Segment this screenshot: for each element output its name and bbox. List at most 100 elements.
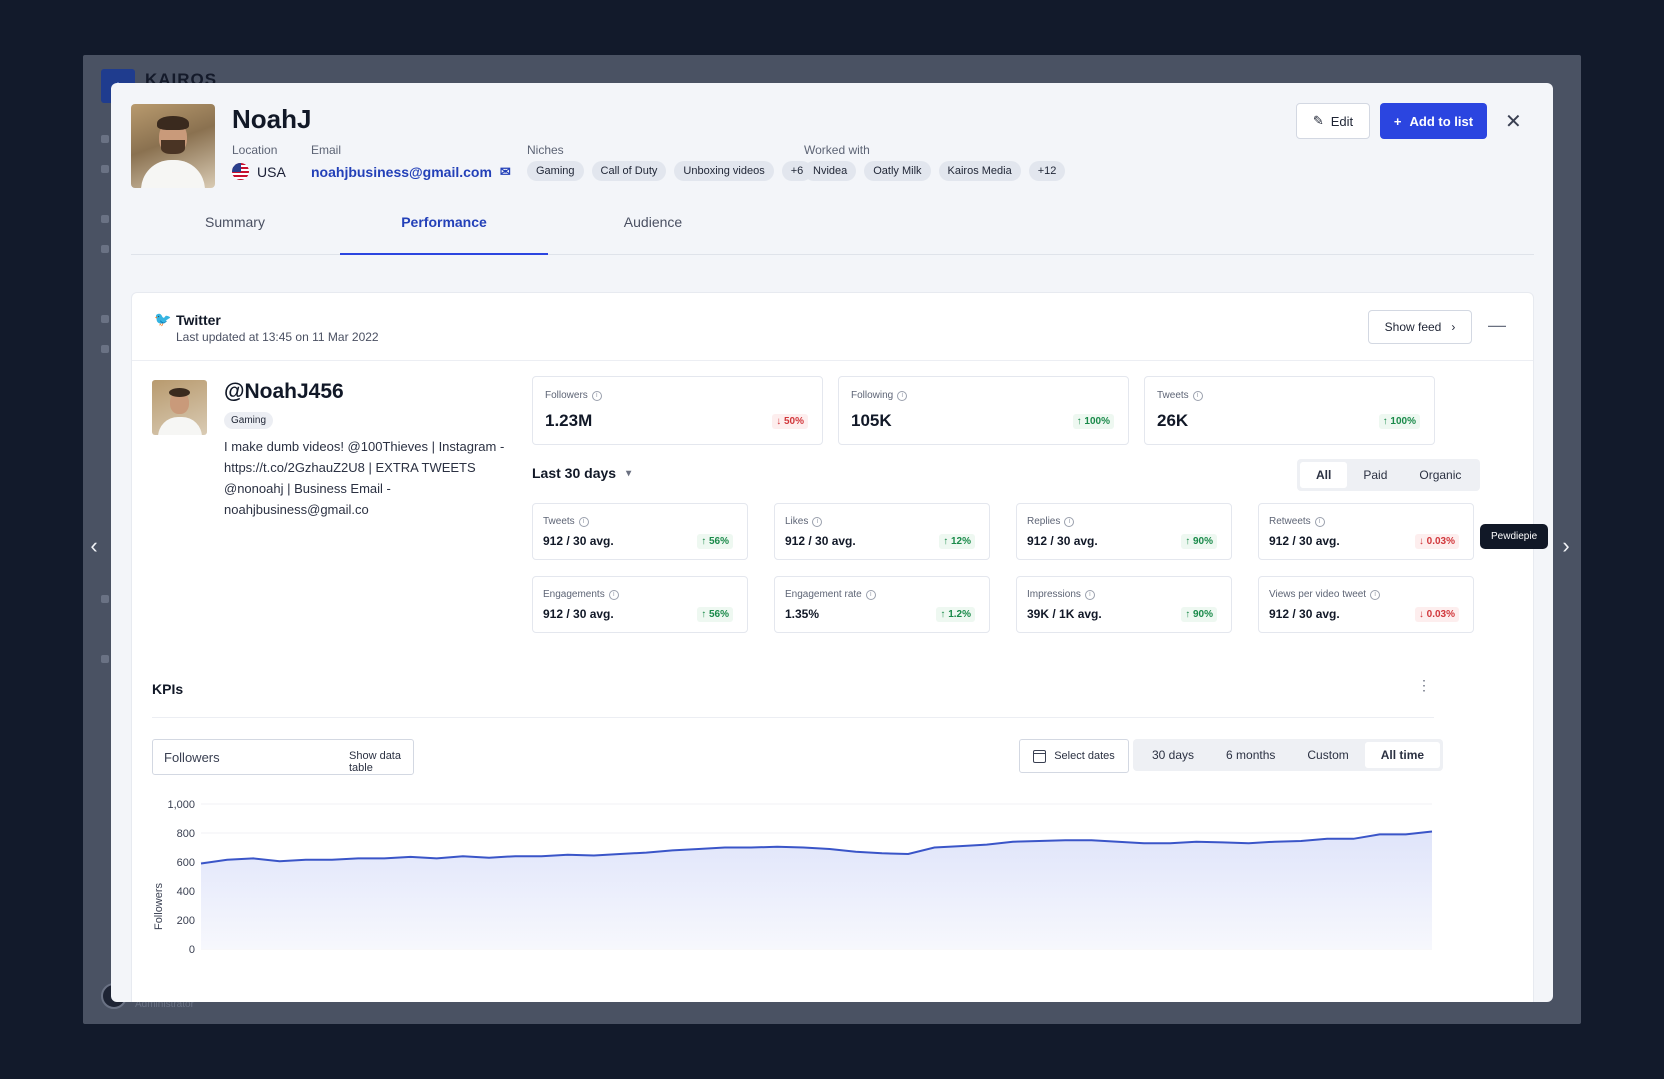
worked-with-label: Worked with <box>804 143 870 157</box>
filter-organic[interactable]: Organic <box>1419 468 1462 482</box>
stat-value: 105K <box>851 411 892 430</box>
range-selector: 30 days 6 months Custom All time <box>1133 739 1444 771</box>
info-icon[interactable]: i <box>1084 589 1095 600</box>
metric-label: Replies <box>1027 516 1061 527</box>
more-vertical-icon[interactable]: ⋮ <box>1417 677 1431 693</box>
metric-value: 912 / 30 avg. <box>1027 534 1098 548</box>
y-tick-label: 800 <box>177 828 195 840</box>
tweets-stat: Tweets i 26K ↑ 100% <box>1144 376 1435 445</box>
stat-value: 1.23M <box>545 411 593 430</box>
plus-icon: + <box>1393 113 1402 129</box>
email-link[interactable]: noahjbusiness@gmail.com ✉ <box>311 164 511 180</box>
collapse-icon[interactable]: — <box>1488 315 1506 335</box>
filter-paid[interactable]: Paid <box>1363 468 1388 482</box>
change-badge: ↑ 100% <box>1378 414 1420 429</box>
tab-summary[interactable]: Summary <box>205 214 265 230</box>
profile-name: NoahJ <box>232 104 312 134</box>
metric-label: Impressions <box>1027 589 1081 600</box>
us-flag-icon <box>232 163 249 180</box>
show-feed-button[interactable]: Show feed › <box>1368 310 1472 344</box>
tab-audience[interactable]: Audience <box>623 214 683 230</box>
change-badge: ↑ 56% <box>697 534 733 549</box>
info-icon[interactable]: i <box>1370 589 1381 600</box>
add-to-list-button[interactable]: + Add to list <box>1380 103 1487 139</box>
change-badge: ↑ 90% <box>1181 607 1217 622</box>
range-custom[interactable]: Custom <box>1307 748 1349 762</box>
location-value: USA <box>257 163 286 180</box>
period-dropdown[interactable]: Last 30 days ▾ <box>532 465 631 481</box>
metric-value: 912 / 30 avg. <box>543 607 614 621</box>
kpis-title: KPIs <box>152 681 184 697</box>
series-line <box>200 830 1433 865</box>
metric-value: 912 / 30 avg. <box>543 534 614 548</box>
metric-label: Tweets <box>543 516 575 527</box>
info-icon[interactable]: i <box>812 516 823 527</box>
sidebar-dot-icon <box>101 595 109 603</box>
range-6-months[interactable]: 6 months <box>1226 748 1276 762</box>
paid-organic-filter: All Paid Organic <box>1297 459 1481 491</box>
twitter-avatar <box>152 380 207 435</box>
change-badge: ↑ 90% <box>1181 534 1217 549</box>
change-badge: ↓ 0.03% <box>1414 607 1459 622</box>
metric-label: Engagements <box>543 589 605 600</box>
select-dates-label: Select dates <box>1054 750 1115 762</box>
select-dates-button[interactable]: Select dates <box>1019 739 1129 773</box>
brand-more-chip[interactable]: +12 <box>1028 161 1066 181</box>
range-30-days[interactable]: 30 days <box>1152 748 1195 762</box>
close-icon[interactable]: ✕ <box>1505 111 1522 133</box>
filter-all[interactable]: All <box>1300 462 1348 488</box>
brand-chip: Kairos Media <box>938 161 1021 181</box>
edit-button[interactable]: ✎ Edit <box>1296 103 1370 139</box>
previous-arrow-icon[interactable]: ‹ <box>90 533 98 558</box>
twitter-bio: I make dumb videos! @100Thieves | Instag… <box>224 439 505 517</box>
sidebar-dot-icon <box>101 655 109 663</box>
change-badge: ↓ 50% <box>772 414 808 429</box>
calendar-icon <box>1033 749 1047 763</box>
info-icon[interactable]: i <box>1064 516 1075 527</box>
y-tick-label: 400 <box>177 886 195 898</box>
metric-value: 1.35% <box>785 607 820 621</box>
info-icon[interactable]: i <box>865 589 876 600</box>
info-icon[interactable]: i <box>578 516 589 527</box>
info-icon[interactable]: i <box>897 390 908 401</box>
show-data-table-link[interactable]: Show data table <box>349 750 401 774</box>
area-fill <box>201 831 1432 949</box>
change-badge: ↑ 100% <box>1072 414 1114 429</box>
profile-tabs: Summary Performance Audience <box>131 213 1534 255</box>
period-label: Last 30 days <box>532 465 617 481</box>
profile-modal: NoahJ Location USA Email noahjbusiness@g… <box>111 83 1553 1002</box>
kpi-metric-select[interactable]: Followers Show data table <box>152 739 414 775</box>
edit-label: Edit <box>1330 113 1354 129</box>
chevron-down-icon: ▾ <box>626 467 632 479</box>
info-icon[interactable]: i <box>1192 390 1203 401</box>
metric-card: Impressions i 39K / 1K avg. ↑ 90% <box>1016 576 1232 633</box>
info-icon[interactable]: i <box>591 390 602 401</box>
info-icon[interactable]: i <box>608 589 619 600</box>
y-axis-label: Followers <box>153 882 165 930</box>
range-all-time[interactable]: All time <box>1364 742 1441 768</box>
twitter-card: 🐦 Twitter Last updated at 13:45 on 11 Ma… <box>131 292 1534 1002</box>
y-tick-label: 200 <box>177 915 195 927</box>
email-value[interactable]: noahjbusiness@gmail.com <box>311 164 492 180</box>
next-arrow-icon[interactable]: › <box>1562 533 1570 558</box>
metric-label: Engagement rate <box>785 589 862 600</box>
metric-card: Engagement rate i 1.35% ↑ 1.2% <box>774 576 990 633</box>
followers-chart: 0 200 400 600 800 1,000 Followers <box>153 799 1433 956</box>
tab-performance[interactable]: Performance <box>340 213 548 255</box>
metric-label: Likes <box>785 516 809 527</box>
sidebar-dot-icon <box>101 345 109 353</box>
show-feed-label: Show feed <box>1384 320 1442 334</box>
change-badge: ↓ 0.03% <box>1414 534 1459 549</box>
twitter-card-header: 🐦 Twitter Last updated at 13:45 on 11 Ma… <box>132 293 1533 361</box>
metric-card: Engagements i 912 / 30 avg. ↑ 56% <box>532 576 748 633</box>
user-role: Administrator <box>135 999 194 1010</box>
niche-chip: Call of Duty <box>591 161 667 181</box>
following-stat: Following i 105K ↑ 100% <box>838 376 1129 445</box>
kpi-metric-value: Followers <box>164 750 220 765</box>
divider <box>152 717 1434 718</box>
info-icon[interactable]: i <box>1314 516 1325 527</box>
sidebar-dot-icon <box>101 135 109 143</box>
metric-value: 912 / 30 avg. <box>1269 534 1340 548</box>
metric-value: 912 / 30 avg. <box>1269 607 1340 621</box>
mail-icon[interactable]: ✉ <box>499 164 511 179</box>
